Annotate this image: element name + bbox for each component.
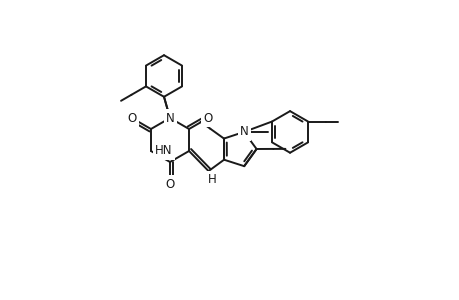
- Text: O: O: [203, 112, 212, 124]
- Text: H: H: [207, 173, 216, 186]
- Text: O: O: [165, 178, 174, 190]
- Text: HN: HN: [155, 145, 172, 158]
- Text: N: N: [239, 125, 248, 138]
- Text: O: O: [127, 112, 136, 124]
- Text: N: N: [165, 112, 174, 124]
